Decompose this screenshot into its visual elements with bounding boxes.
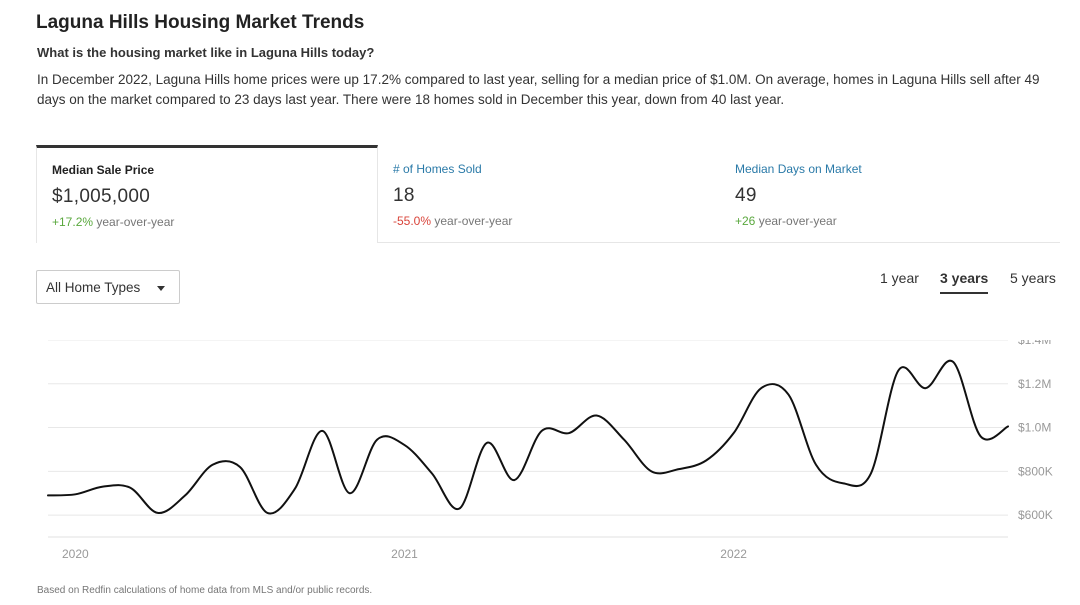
stat-label: Median Sale Price <box>52 163 155 177</box>
x-tick-label: 2020 <box>62 547 89 561</box>
chevron-down-icon <box>157 286 165 291</box>
tab-median-days-on-market[interactable]: Median Days on Market 49 +26 year-over-y… <box>720 145 1062 243</box>
x-tick-label: 2021 <box>391 547 418 561</box>
x-axis-ticks: 2020 2021 2022 <box>62 547 747 561</box>
home-type-dropdown[interactable]: All Home Types <box>36 270 180 304</box>
price-trend-chart: $600K $800K $1.0M $1.2M $1.4M 2020 2021 2022 <box>47 340 1053 561</box>
range-3-years[interactable]: 3 years <box>940 270 989 294</box>
stat-value: 18 <box>393 185 415 206</box>
chart-grid <box>48 340 1008 538</box>
stat-change-suffix: year-over-year <box>755 214 837 228</box>
y-tick-label: $1.0M <box>1018 421 1051 435</box>
stats-tabs: Median Sale Price $1,005,000 +17.2% year… <box>36 145 1060 243</box>
stat-change-value: +26 <box>735 214 756 228</box>
y-axis-ticks: $600K $800K $1.0M $1.2M $1.4M <box>1018 340 1053 522</box>
home-type-value: All Home Types <box>46 280 141 295</box>
stat-change-value: +17.2% <box>52 215 94 229</box>
y-tick-label: $600K <box>1018 508 1053 522</box>
stat-change-value: -55.0% <box>393 214 432 228</box>
stat-label: # of Homes Sold <box>393 162 482 176</box>
stat-value: $1,005,000 <box>52 186 151 207</box>
footnote: Based on Redfin calculations of home dat… <box>37 585 373 596</box>
market-summary: In December 2022, Laguna Hills home pric… <box>37 72 1040 107</box>
range-1-year[interactable]: 1 year <box>880 270 919 286</box>
tab-median-sale-price[interactable]: Median Sale Price $1,005,000 +17.2% year… <box>36 145 378 243</box>
page-title: Laguna Hills Housing Market Trends <box>36 12 365 33</box>
market-question: What is the housing market like in Lagun… <box>37 45 375 60</box>
y-tick-label: $800K <box>1018 464 1053 478</box>
y-tick-label: $1.2M <box>1018 377 1051 391</box>
stat-change-suffix: year-over-year <box>93 215 175 229</box>
stat-change: +26 year-over-year <box>735 214 1062 228</box>
stat-change: -55.0% year-over-year <box>393 214 720 228</box>
tab-homes-sold[interactable]: # of Homes Sold 18 -55.0% year-over-year <box>378 145 720 243</box>
y-tick-label: $1.4M <box>1018 340 1051 347</box>
stat-change-suffix: year-over-year <box>431 214 513 228</box>
price-series-line <box>47 359 1009 515</box>
stat-label: Median Days on Market <box>735 162 862 176</box>
stat-value: 49 <box>735 185 757 206</box>
stat-change: +17.2% year-over-year <box>52 215 377 229</box>
x-tick-label: 2022 <box>720 547 747 561</box>
range-5-years[interactable]: 5 years <box>1010 270 1056 286</box>
